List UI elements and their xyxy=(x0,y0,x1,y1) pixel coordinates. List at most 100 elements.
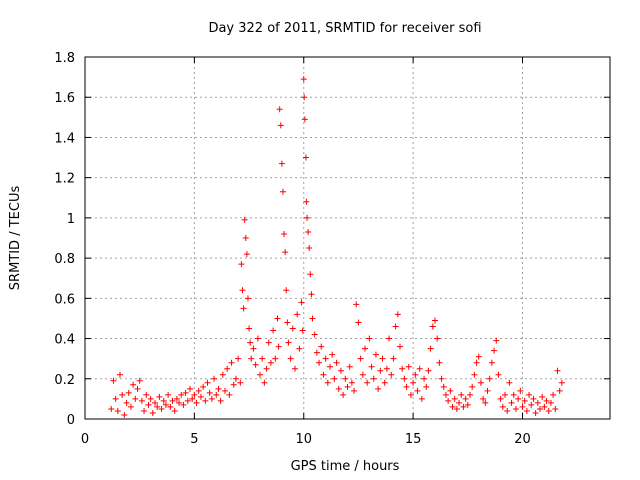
data-point xyxy=(320,371,327,378)
data-point xyxy=(421,375,428,382)
data-point xyxy=(399,365,406,372)
data-point xyxy=(219,371,226,378)
data-point xyxy=(370,375,377,382)
data-point xyxy=(473,359,480,366)
data-point xyxy=(228,359,235,366)
data-point xyxy=(388,371,395,378)
data-point xyxy=(239,287,246,294)
data-point xyxy=(429,323,436,330)
data-point xyxy=(302,154,309,161)
data-point xyxy=(224,365,231,372)
data-point xyxy=(322,355,329,362)
data-point xyxy=(277,122,284,129)
data-point xyxy=(526,391,533,398)
data-point xyxy=(342,375,349,382)
x-axis-label: GPS time / hours xyxy=(291,459,400,474)
data-point xyxy=(108,405,115,412)
data-point xyxy=(130,381,137,388)
data-point xyxy=(412,371,419,378)
data-point xyxy=(296,345,303,352)
y-tick-label: 1.4 xyxy=(54,131,75,146)
data-point xyxy=(512,405,519,412)
x-tick-label: 15 xyxy=(405,432,422,447)
data-point xyxy=(252,361,259,368)
data-point xyxy=(451,395,458,402)
data-point xyxy=(307,271,314,278)
data-point xyxy=(537,405,543,412)
y-tick-label: 1.8 xyxy=(54,51,75,66)
data-point xyxy=(127,403,134,410)
data-point xyxy=(517,387,524,394)
data-point xyxy=(506,379,513,386)
data-point xyxy=(383,365,390,372)
data-point xyxy=(187,385,193,392)
y-tick-label: 1.2 xyxy=(54,172,75,187)
data-point xyxy=(355,319,362,326)
data-point xyxy=(306,245,313,252)
y-tick-label: 0.6 xyxy=(54,292,75,307)
data-point xyxy=(390,355,397,362)
data-point xyxy=(532,409,539,416)
data-point xyxy=(508,399,515,406)
data-point xyxy=(480,395,487,402)
data-point xyxy=(534,399,541,406)
data-point xyxy=(333,359,340,366)
data-point xyxy=(519,403,526,410)
data-point xyxy=(162,401,169,408)
data-point xyxy=(173,395,180,402)
data-point xyxy=(117,371,123,378)
data-point xyxy=(230,381,237,388)
data-point xyxy=(182,389,189,396)
data-point xyxy=(167,403,174,410)
data-point xyxy=(410,379,417,386)
data-point xyxy=(147,395,154,402)
data-point xyxy=(418,395,425,402)
data-point xyxy=(515,395,522,402)
data-point xyxy=(158,405,165,412)
data-point xyxy=(346,363,353,370)
data-point xyxy=(238,261,245,268)
data-point xyxy=(425,367,432,374)
data-point xyxy=(261,379,268,386)
data-point xyxy=(235,355,242,362)
data-point xyxy=(530,395,537,402)
x-tick-label: 20 xyxy=(514,432,531,447)
data-point xyxy=(464,401,471,408)
data-point xyxy=(405,363,412,370)
data-point xyxy=(318,343,325,350)
data-point xyxy=(300,76,307,83)
data-point xyxy=(282,249,289,256)
data-point xyxy=(366,335,373,342)
data-point xyxy=(247,339,254,346)
data-point xyxy=(197,393,204,400)
data-point xyxy=(237,379,244,386)
data-point xyxy=(191,391,198,398)
data-point xyxy=(226,391,233,398)
data-point xyxy=(301,94,308,101)
data-point xyxy=(257,371,263,378)
data-point xyxy=(364,379,371,386)
data-point xyxy=(156,393,163,400)
data-point xyxy=(143,391,150,398)
data-point xyxy=(275,343,282,350)
data-point xyxy=(432,317,438,324)
data-point xyxy=(246,325,253,332)
data-point xyxy=(152,399,158,406)
data-point xyxy=(250,345,257,352)
data-point xyxy=(327,363,333,370)
data-point xyxy=(204,379,211,386)
y-tick-label: 0 xyxy=(67,413,75,428)
data-point xyxy=(539,393,546,400)
data-point xyxy=(467,391,473,398)
data-point xyxy=(211,375,218,382)
data-point xyxy=(178,391,185,398)
data-point xyxy=(279,188,286,195)
data-point xyxy=(386,335,393,342)
data-point xyxy=(488,359,495,366)
data-point xyxy=(510,391,517,398)
data-point xyxy=(284,319,291,326)
data-point xyxy=(206,389,213,396)
data-point xyxy=(556,387,563,394)
data-point xyxy=(353,301,360,308)
